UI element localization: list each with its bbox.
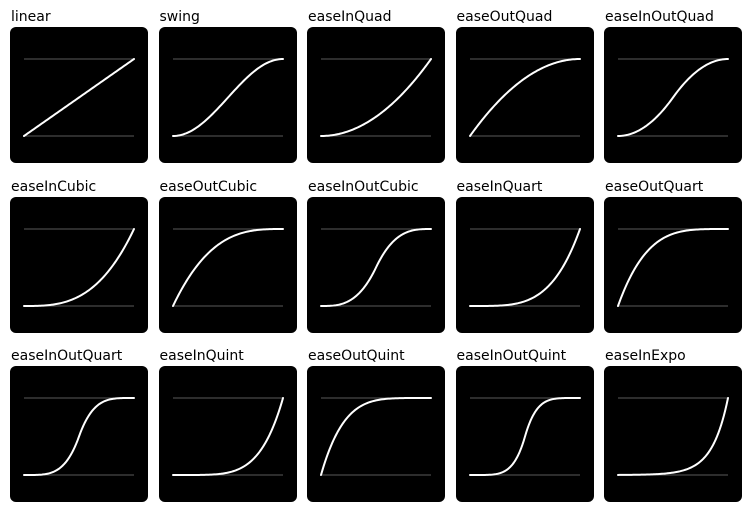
easing-curve — [468, 227, 581, 307]
easing-plot-panel — [604, 27, 742, 163]
easing-plot — [23, 397, 135, 476]
easing-plot — [171, 58, 284, 137]
easing-label: easeInOutQuint — [456, 348, 567, 364]
easing-label: swing — [159, 9, 200, 25]
easing-plot-panel — [307, 366, 445, 502]
easing-plot-panel — [158, 196, 297, 333]
easing-plot — [468, 58, 581, 137]
easing-curve — [617, 58, 729, 137]
easing-label: easeInQuart — [456, 178, 543, 195]
easing-chart-easeOutQuint: easeOutQuint — [297, 339, 445, 502]
easing-plot-panel — [604, 196, 742, 333]
easing-chart-easeOutQuart: easeOutQuart — [594, 170, 742, 333]
easing-label: easeOutQuint — [308, 348, 405, 364]
easing-plot — [23, 227, 135, 307]
easing-plot-panel — [455, 366, 594, 502]
easing-label: easeOutQuad — [456, 9, 553, 25]
easing-plot — [617, 58, 729, 137]
easing-curve — [320, 397, 432, 476]
easing-curve — [320, 58, 432, 137]
easing-chart-easeInOutQuint: easeInOutQuint — [446, 339, 594, 502]
easing-plot-panel — [10, 27, 148, 163]
easing-plot — [171, 227, 284, 307]
easing-plot — [320, 397, 432, 476]
easing-curve — [23, 227, 135, 307]
easing-plot-panel — [307, 196, 445, 333]
easing-curve — [171, 58, 284, 137]
easing-label: easeInOutQuart — [11, 348, 123, 364]
easing-chart-easeInExpo: easeInExpo — [594, 339, 742, 502]
easing-plot-panel — [604, 366, 742, 502]
easing-label: easeInOutQuad — [605, 9, 714, 25]
easing-plot — [468, 227, 581, 307]
easing-chart-easeInOutQuad: easeInOutQuad — [594, 0, 742, 163]
easing-plot — [320, 227, 432, 307]
easing-label: easeOutCubic — [159, 178, 258, 195]
easing-label: easeOutQuart — [605, 178, 704, 195]
easing-label: linear — [11, 9, 51, 25]
easing-chart-easeInCubic: easeInCubic — [0, 170, 148, 333]
easing-chart-easeInQuad: easeInQuad — [297, 0, 445, 163]
easing-plot-panel — [10, 366, 148, 502]
easing-chart-easeOutCubic: easeOutCubic — [149, 170, 297, 333]
easing-curve — [617, 397, 729, 476]
easing-chart-linear: linear — [0, 0, 148, 163]
easing-plot-panel — [158, 27, 297, 163]
easing-label: easeInExpo — [605, 348, 686, 364]
easing-plot — [320, 58, 432, 137]
easing-curve — [468, 58, 581, 137]
easing-plot — [171, 397, 284, 476]
easing-curve — [23, 58, 135, 137]
easing-label: easeInQuad — [308, 9, 392, 25]
easing-plot — [617, 227, 729, 307]
easing-plot-panel — [455, 196, 594, 333]
easing-chart-easeInQuint: easeInQuint — [149, 339, 297, 502]
easing-chart-easeInQuart: easeInQuart — [446, 170, 594, 333]
easing-curve — [23, 397, 135, 476]
easing-plot-panel — [158, 366, 297, 502]
easing-curve — [320, 227, 432, 307]
easing-plot — [468, 397, 581, 476]
easing-plot-panel — [307, 27, 445, 163]
easing-label: easeInCubic — [11, 178, 97, 195]
easing-curve — [468, 397, 581, 476]
easing-chart-easeInOutQuart: easeInOutQuart — [0, 339, 148, 502]
easing-plot — [617, 397, 729, 476]
easing-label: easeInQuint — [159, 348, 244, 364]
easing-chart-easeInOutCubic: easeInOutCubic — [297, 170, 445, 333]
easing-chart-swing: swing — [149, 0, 297, 163]
easing-plot-panel — [10, 196, 148, 333]
easing-curve — [171, 227, 284, 307]
easing-plot-panel — [455, 27, 594, 163]
easing-plot — [23, 58, 135, 137]
easing-label: easeInOutCubic — [308, 178, 419, 195]
easing-chart-easeOutQuad: easeOutQuad — [446, 0, 594, 163]
easing-curve — [617, 227, 729, 307]
easing-curve — [171, 397, 284, 476]
